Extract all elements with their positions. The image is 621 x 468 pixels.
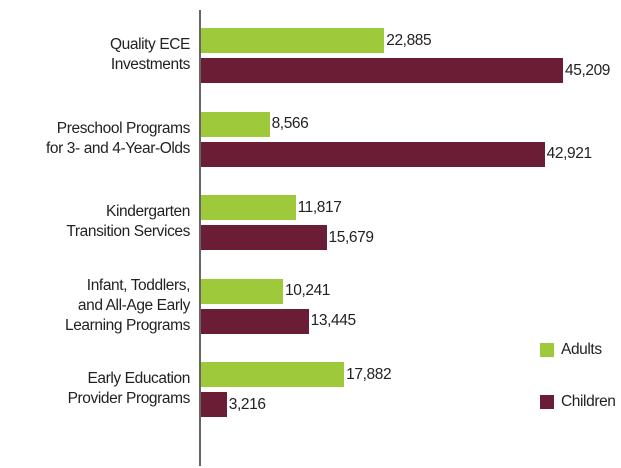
bar xyxy=(201,225,327,250)
value-label: 10,241 xyxy=(285,282,331,299)
value-label: 45,209 xyxy=(565,61,611,79)
legend-label: Adults xyxy=(561,341,602,358)
value-label: 11,817 xyxy=(297,198,342,216)
value-label: 22,885 xyxy=(386,31,432,49)
bar xyxy=(201,308,309,334)
category-label: Early Education Provider Programs xyxy=(67,370,191,407)
legend-label: Children xyxy=(561,393,616,410)
value-label: 15,679 xyxy=(328,228,374,246)
value-label: 3,216 xyxy=(228,395,266,413)
bar xyxy=(201,58,563,83)
bar xyxy=(201,28,385,53)
bar xyxy=(201,111,270,137)
legend-swatch xyxy=(540,343,554,357)
bar xyxy=(201,392,227,417)
bar xyxy=(201,141,545,167)
value-label: 13,445 xyxy=(310,312,356,329)
category-label: Preschool Programs for 3- and 4-Year-Old… xyxy=(46,119,190,157)
bar xyxy=(201,278,283,304)
value-label: 8,566 xyxy=(271,115,309,132)
category-label: Quality ECE Investments xyxy=(109,36,190,73)
bar xyxy=(201,195,296,220)
legend-swatch xyxy=(540,395,554,409)
bar xyxy=(201,362,345,387)
value-label: 17,882 xyxy=(346,365,392,383)
category-label: Infant, Toddlers, and All-Age Early Lear… xyxy=(64,276,190,334)
value-label: 42,921 xyxy=(546,145,592,162)
category-label: Kindergarten Transition Services xyxy=(66,203,190,240)
category-axis xyxy=(199,10,201,466)
